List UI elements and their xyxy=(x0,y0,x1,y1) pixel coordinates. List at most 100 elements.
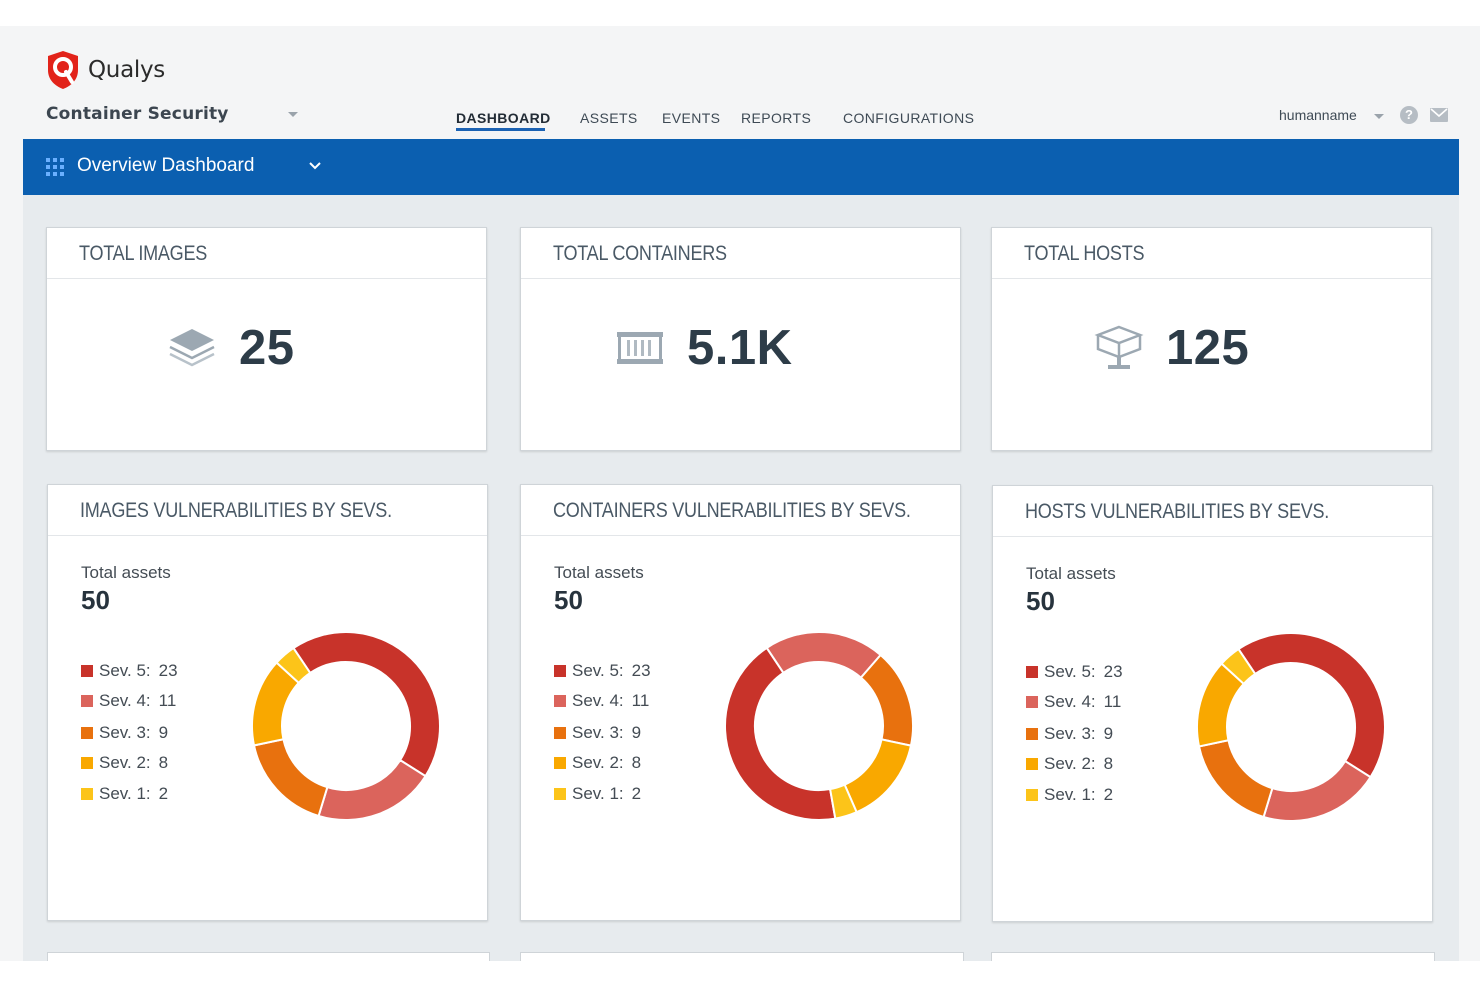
legend-item: Sev. 5: 23 xyxy=(554,661,651,681)
question-circle-icon[interactable]: ? xyxy=(1400,106,1418,124)
legend-label: Sev. 5: xyxy=(572,661,624,680)
legend-count: 11 xyxy=(631,691,650,710)
product-dropdown-caret-icon[interactable] xyxy=(288,112,298,117)
card-title: TOTAL HOSTS xyxy=(1024,242,1145,265)
stat: 125 xyxy=(1094,320,1249,376)
layers-icon xyxy=(169,329,215,367)
total-hosts-value: 125 xyxy=(1166,321,1250,375)
card-divider xyxy=(993,536,1432,537)
qualys-logo[interactable]: Qualys xyxy=(46,50,165,90)
total-assets-label: Total assets xyxy=(1026,564,1116,583)
dashboard-selector-bar: Overview Dashboard xyxy=(23,139,1459,195)
legend-item: Sev. 3: 9 xyxy=(81,723,168,743)
donut-slice-sev-5[interactable] xyxy=(1237,632,1386,779)
legend-item: Sev. 1: 2 xyxy=(81,784,168,804)
donut-slice-sev-3[interactable] xyxy=(252,738,329,818)
card-divider xyxy=(992,278,1431,279)
legend-swatch xyxy=(81,757,93,769)
grid-icon[interactable] xyxy=(46,158,64,176)
legend-swatch xyxy=(1026,758,1038,770)
donut-slice-sev-1[interactable] xyxy=(828,783,858,820)
card-divider xyxy=(521,278,960,279)
donut-slice-sev-1[interactable] xyxy=(275,646,312,685)
envelope-icon[interactable] xyxy=(1430,108,1448,122)
legend-count: 9 xyxy=(631,723,642,742)
total-assets-label: Total assets xyxy=(554,563,644,582)
legend-swatch xyxy=(554,665,566,677)
host-icon xyxy=(1094,325,1144,369)
stat: 5.1K xyxy=(615,320,793,376)
legend-swatch xyxy=(554,788,566,800)
tab-dashboard[interactable]: DASHBOARD xyxy=(456,110,551,126)
legend-count: 9 xyxy=(1103,724,1114,743)
donut-slice-sev-3[interactable] xyxy=(1197,739,1274,819)
legend-label: Sev. 4: xyxy=(572,691,624,710)
legend-swatch xyxy=(554,695,566,707)
legend-swatch xyxy=(81,788,93,800)
dashboard-title[interactable]: Overview Dashboard xyxy=(77,155,255,176)
donut-slice-sev-4[interactable] xyxy=(317,758,427,821)
legend-count: 23 xyxy=(1103,662,1123,681)
tab-events[interactable]: EVENTS xyxy=(662,110,721,126)
legend-label: Sev. 5: xyxy=(99,661,151,680)
card-divider xyxy=(521,535,960,536)
total-containers-card: TOTAL CONTAINERS 5.1K xyxy=(520,227,961,451)
legend-count: 23 xyxy=(158,661,178,680)
user-menu[interactable]: humanname xyxy=(1279,107,1357,123)
legend-item: Sev. 4: 11 xyxy=(1026,692,1121,712)
card-title: IMAGES VULNERABILITIES BY SEVS. xyxy=(80,499,392,522)
card-divider xyxy=(47,278,486,279)
legend-swatch xyxy=(1026,666,1038,678)
total-assets-value: 50 xyxy=(554,585,583,615)
legend-label: Sev. 2: xyxy=(99,753,151,772)
total-images-value: 25 xyxy=(239,321,295,375)
legend-item: Sev. 4: 11 xyxy=(554,691,649,711)
chevron-down-icon[interactable] xyxy=(308,159,322,173)
legend-label: Sev. 2: xyxy=(1044,754,1096,773)
total-assets-label: Total assets xyxy=(81,563,171,582)
tab-assets[interactable]: ASSETS xyxy=(580,110,638,126)
donut-slice-sev-3[interactable] xyxy=(859,653,914,747)
bottom-card-left xyxy=(47,952,490,961)
card-title: CONTAINERS VULNERABILITIES BY SEVS. xyxy=(553,499,911,522)
legend-item: Sev. 1: 2 xyxy=(1026,785,1113,805)
images-severity-donut-chart xyxy=(251,631,441,821)
total-assets-value: 50 xyxy=(81,585,110,615)
legend-label: Sev. 1: xyxy=(1044,785,1096,804)
legend-item: Sev. 2: 8 xyxy=(554,753,641,773)
legend-item: Sev. 2: 8 xyxy=(81,753,168,773)
donut-slice-sev-2[interactable] xyxy=(843,738,913,814)
donut-slice-sev-4[interactable] xyxy=(765,631,883,680)
legend-label: Sev. 2: xyxy=(572,753,624,772)
card-title: HOSTS VULNERABILITIES BY SEVS. xyxy=(1025,500,1330,523)
donut-slice-sev-4[interactable] xyxy=(1262,759,1372,822)
product-name[interactable]: Container Security xyxy=(46,104,229,124)
legend-count: 23 xyxy=(631,661,651,680)
hosts-vulnerabilities-card: HOSTS VULNERABILITIES BY SEVS. Total ass… xyxy=(992,485,1433,922)
legend-label: Sev. 3: xyxy=(99,723,151,742)
card-divider xyxy=(48,535,487,536)
legend-swatch xyxy=(554,757,566,769)
logo-text: Qualys xyxy=(88,57,165,83)
user-dropdown-caret-icon[interactable] xyxy=(1374,114,1384,119)
legend-label: Sev. 5: xyxy=(1044,662,1096,681)
legend-count: 2 xyxy=(1103,785,1114,804)
donut-slice-sev-5[interactable] xyxy=(724,646,837,821)
tab-reports[interactable]: REPORTS xyxy=(741,110,812,126)
legend-count: 2 xyxy=(631,784,642,803)
app-window: Qualys Container Security DASHBOARD ASSE… xyxy=(0,26,1480,961)
containers-severity-donut-chart xyxy=(724,631,914,821)
legend-swatch xyxy=(81,665,93,677)
legend-swatch xyxy=(81,727,93,739)
legend-swatch xyxy=(81,695,93,707)
legend-swatch xyxy=(1026,696,1038,708)
legend-count: 8 xyxy=(158,753,169,772)
donut-slice-sev-1[interactable] xyxy=(1220,647,1257,686)
tab-configurations[interactable]: CONFIGURATIONS xyxy=(843,110,975,126)
legend-label: Sev. 4: xyxy=(1044,692,1096,711)
legend-label: Sev. 4: xyxy=(99,691,151,710)
donut-slice-sev-5[interactable] xyxy=(292,631,441,778)
total-hosts-card: TOTAL HOSTS 125 xyxy=(991,227,1432,451)
container-icon xyxy=(617,332,663,364)
total-images-card: TOTAL IMAGES 25 xyxy=(46,227,487,451)
